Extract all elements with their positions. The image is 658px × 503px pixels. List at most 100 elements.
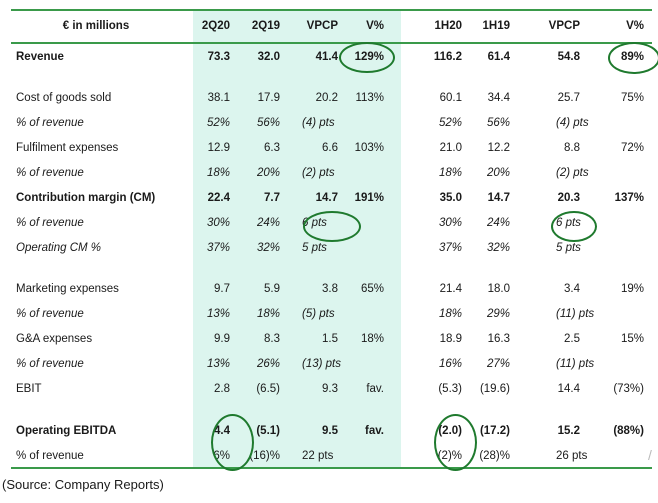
table-cell: 41.4 — [315, 51, 338, 63]
table-cell: 17.9 — [257, 92, 280, 104]
table-cell: 34.4 — [487, 92, 510, 104]
table-cell: 5 pts — [556, 242, 581, 254]
header-rule — [11, 42, 652, 44]
table-cell: (6.5) — [256, 383, 280, 395]
table-cell: 2.5 — [564, 333, 580, 345]
table-cell: 30% — [206, 217, 230, 229]
table-cell: 56% — [486, 117, 510, 129]
highlight-circle — [608, 42, 658, 74]
highlight-circle — [211, 414, 254, 471]
table-cell: 65% — [360, 283, 384, 295]
table-cell: 18% — [206, 167, 230, 179]
header-col: 2Q19 — [251, 20, 280, 32]
table-cell: (2) pts — [302, 167, 335, 179]
table-cell: 37% — [206, 242, 230, 254]
table-cell: (5) pts — [302, 308, 335, 320]
header-col: V% — [366, 20, 384, 32]
table-cell: 5.9 — [264, 283, 280, 295]
table-cell: 16% — [438, 358, 462, 370]
table-cell: 25.7 — [557, 92, 580, 104]
table-row: EBIT 2.8 (6.5) 9.3 fav. (5.3) (19.6) 14.4 (73%) — [0, 379, 658, 399]
table-cell: 2.8 — [214, 383, 230, 395]
table-cell: (2) pts — [556, 167, 589, 179]
table-cell: 103% — [354, 142, 384, 154]
table-cell: 26% — [256, 358, 280, 370]
table-cell: 21.4 — [439, 283, 462, 295]
table-cell: 8.8 — [564, 142, 580, 154]
header-col: V% — [626, 20, 644, 32]
table-cell: 24% — [486, 217, 510, 229]
table-cell: 18% — [256, 308, 280, 320]
table-cell: 14.7 — [315, 192, 338, 204]
table-cell: 14.7 — [487, 192, 510, 204]
row-label: G&A expenses — [16, 333, 93, 345]
table-row: Marketing expenses 9.7 5.9 3.8 65% 21.4 18.0 3.… — [0, 279, 658, 299]
table-cell: 32% — [256, 242, 280, 254]
edge-glyph: / — [648, 447, 652, 463]
table-cell: 9.3 — [322, 383, 338, 395]
table-cell: 191% — [354, 192, 384, 204]
highlight-circle — [551, 211, 597, 242]
table-cell: fav. — [366, 383, 384, 395]
table-cell: 20% — [486, 167, 510, 179]
table-cell: 18.0 — [487, 283, 510, 295]
table-cell: 24% — [256, 217, 280, 229]
row-label: Contribution margin (CM) — [16, 192, 156, 204]
table-cell: (17.2) — [479, 425, 510, 437]
table-cell: 21.0 — [439, 142, 462, 154]
row-label: % of revenue — [16, 117, 84, 129]
row-label: % of revenue — [16, 308, 84, 320]
row-label: % of revenue — [16, 450, 84, 462]
row-label: Marketing expenses — [16, 283, 119, 295]
table-cell: 20.3 — [557, 192, 580, 204]
table-cell: 16.3 — [487, 333, 510, 345]
table-cell: 12.2 — [487, 142, 510, 154]
header-label: € in millions — [62, 20, 130, 32]
table-cell: 18% — [360, 333, 384, 345]
table-cell: (19.6) — [479, 383, 510, 395]
table-cell: 18% — [438, 308, 462, 320]
table-cell: (16)% — [249, 450, 280, 462]
table-row: Fulfilment expenses 12.9 6.3 6.6 103% 21.0 12.… — [0, 138, 658, 158]
table-cell: 52% — [438, 117, 462, 129]
table-cell: 73.3 — [207, 51, 230, 63]
table-cell: (73%) — [613, 383, 644, 395]
header-col: VPCP — [548, 20, 580, 32]
table-cell: 15% — [620, 333, 644, 345]
table-cell: 56% — [256, 117, 280, 129]
row-label: EBIT — [16, 383, 42, 395]
table-row: % of revenue 52% 56% (4) pts 52% 56% (4) pts — [0, 113, 658, 133]
header-col: VPCP — [306, 20, 338, 32]
table-cell: 37% — [438, 242, 462, 254]
table-cell: (13) pts — [302, 358, 341, 370]
row-label: Fulfilment expenses — [16, 142, 119, 154]
table-cell: 6.3 — [264, 142, 280, 154]
table-cell: 54.8 — [557, 51, 580, 63]
header-col: 2Q20 — [201, 20, 230, 32]
table-row: Operating CM % 37% 32% 5 pts 37% 32% 5 pts — [0, 238, 658, 258]
table-cell: 5 pts — [302, 242, 327, 254]
table-cell: 137% — [614, 192, 644, 204]
table-cell: 35.0 — [439, 192, 462, 204]
table-row: Revenue 73.3 32.0 41.4 129% 116.2 61.4 54.8 89% — [0, 47, 658, 67]
table-cell: 32% — [486, 242, 510, 254]
table-cell: (4) pts — [302, 117, 335, 129]
table-cell: 32.0 — [257, 51, 280, 63]
highlight-circle — [339, 42, 395, 73]
table-cell: 38.1 — [207, 92, 230, 104]
table-cell: 30% — [438, 217, 462, 229]
row-label: Operating CM % — [16, 242, 102, 254]
table-cell: 116.2 — [433, 51, 462, 63]
table-cell: (5.1) — [256, 425, 280, 437]
bottom-rule — [11, 467, 652, 469]
table-cell: 52% — [206, 117, 230, 129]
table-cell: fav. — [365, 425, 384, 437]
table-cell: (4) pts — [556, 117, 589, 129]
table-cell: 6.6 — [322, 142, 338, 154]
table-cell: 113% — [355, 92, 384, 104]
table-row: % of revenue 18% 20% (2) pts 18% 20% (2) pts — [0, 163, 658, 183]
table-cell: (88%) — [613, 425, 644, 437]
highlight-circle — [303, 211, 361, 242]
row-label: % of revenue — [16, 167, 84, 179]
row-label: Operating EBITDA — [16, 425, 117, 437]
